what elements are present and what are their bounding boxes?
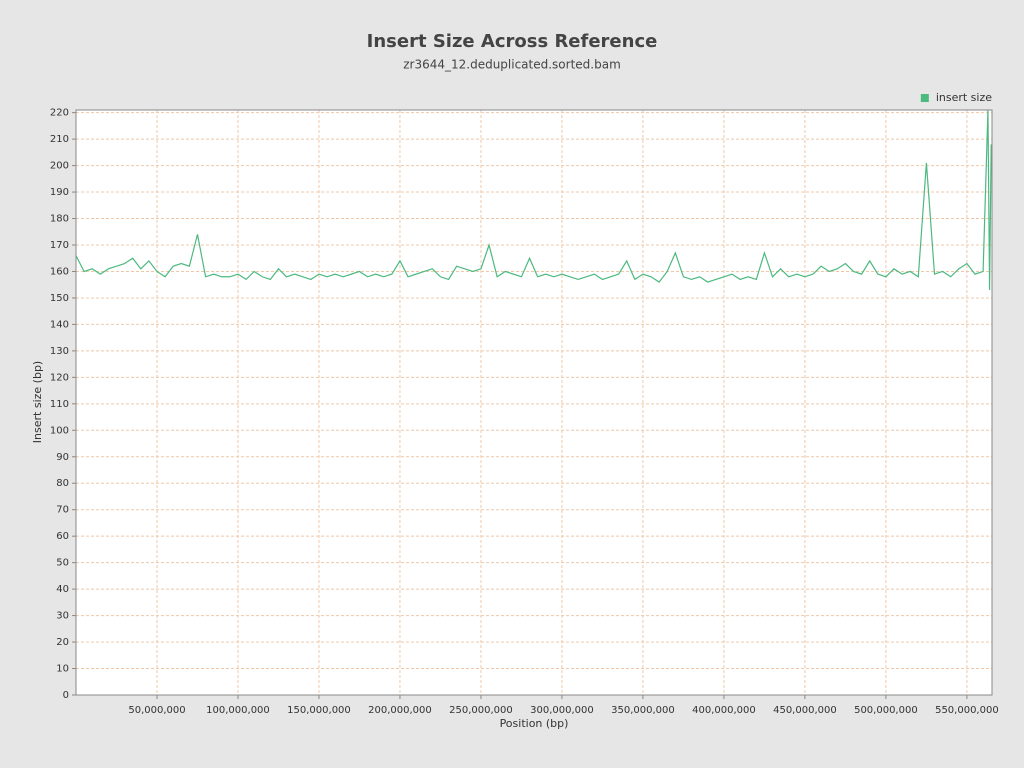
chart-subtitle: zr3644_12.deduplicated.sorted.bam xyxy=(403,58,621,72)
x-tick-label: 450,000,000 xyxy=(773,705,837,716)
x-tick-label: 350,000,000 xyxy=(611,705,675,716)
y-tick-label: 10 xyxy=(56,664,69,675)
y-tick-label: 130 xyxy=(50,346,69,357)
x-tick-label: 200,000,000 xyxy=(368,705,432,716)
y-tick-label: 160 xyxy=(50,266,69,277)
x-tick-label: 150,000,000 xyxy=(287,705,351,716)
x-tick-label: 550,000,000 xyxy=(935,705,999,716)
y-tick-label: 150 xyxy=(50,293,69,304)
y-tick-label: 80 xyxy=(56,478,69,489)
plot-area xyxy=(75,109,993,696)
y-tick-label: 220 xyxy=(50,108,69,119)
x-tick-label: 400,000,000 xyxy=(692,705,756,716)
y-tick-label: 50 xyxy=(56,558,69,569)
y-tick-label: 190 xyxy=(50,187,69,198)
y-tick-label: 110 xyxy=(50,399,69,410)
chart-title: Insert Size Across Reference xyxy=(367,31,658,52)
x-tick-label: 100,000,000 xyxy=(206,705,270,716)
y-tick-label: 70 xyxy=(56,505,69,516)
y-axis-label: Insert size (bp) xyxy=(31,361,44,443)
x-axis-label: Position (bp) xyxy=(500,717,569,730)
y-tick-label: 210 xyxy=(50,134,69,145)
y-tick-label: 30 xyxy=(56,611,69,622)
plot-border xyxy=(75,109,993,696)
x-tick-label: 300,000,000 xyxy=(530,705,594,716)
y-tick-label: 180 xyxy=(50,214,69,225)
legend-label: insert size xyxy=(936,91,992,104)
y-tick-label: 0 xyxy=(63,690,69,701)
y-tick-label: 120 xyxy=(50,372,69,383)
y-tick-label: 20 xyxy=(56,637,69,648)
y-tick-label: 90 xyxy=(56,452,69,463)
y-tick-label: 60 xyxy=(56,531,69,542)
y-tick-label: 170 xyxy=(50,240,69,251)
y-tick-label: 140 xyxy=(50,319,69,330)
legend-swatch xyxy=(920,94,929,102)
x-tick-label: 50,000,000 xyxy=(128,705,185,716)
x-tick-label: 500,000,000 xyxy=(854,705,918,716)
y-tick-label: 40 xyxy=(56,584,69,595)
series-line xyxy=(75,109,992,291)
x-tick-label: 250,000,000 xyxy=(449,705,513,716)
y-tick-label: 200 xyxy=(50,161,69,172)
y-tick-label: 100 xyxy=(50,425,69,436)
